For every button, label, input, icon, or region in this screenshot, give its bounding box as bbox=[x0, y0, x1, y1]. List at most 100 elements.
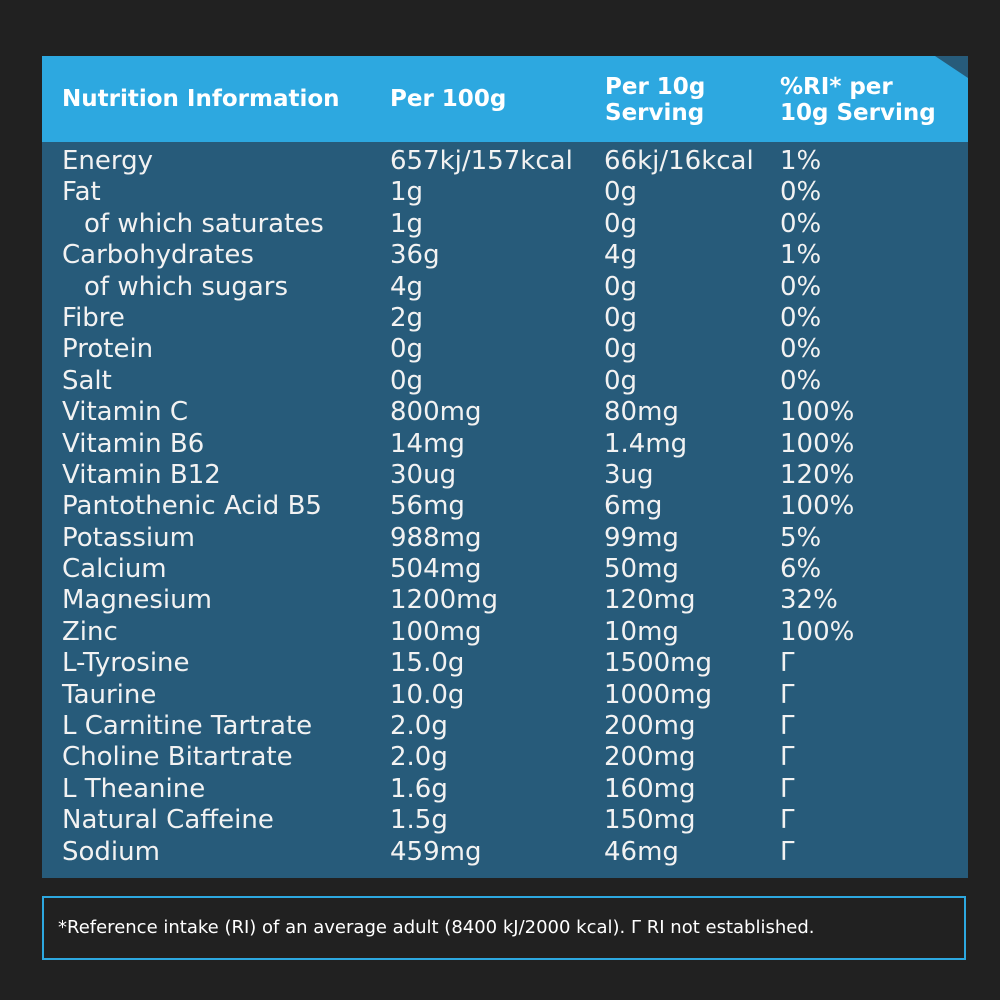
ri-value: 120% bbox=[780, 459, 855, 490]
per-100g-value: 10.0g bbox=[390, 679, 465, 710]
table-row: L Carnitine Tartrate 2.0g 200mg Γ bbox=[0, 711, 1000, 742]
per-100g-value: 459mg bbox=[390, 836, 482, 867]
per-serving-value: 4g bbox=[604, 240, 638, 271]
nutrient-name: Calcium bbox=[62, 554, 167, 585]
ri-value: 100% bbox=[780, 428, 855, 459]
table-row: Taurine 10.0g 1000mg Γ bbox=[0, 680, 1000, 711]
per-100g-value: 100mg bbox=[390, 616, 482, 647]
per-100g-value: 4g bbox=[390, 271, 424, 302]
ri-value: Γ bbox=[780, 648, 795, 679]
ri-value: 100% bbox=[780, 616, 855, 647]
ri-value: Γ bbox=[780, 805, 795, 836]
per-serving-value: 10mg bbox=[604, 616, 679, 647]
per-serving-value: 46mg bbox=[604, 836, 679, 867]
nutrient-name: of which saturates bbox=[84, 208, 324, 239]
table-row: Fibre 2g 0g 0% bbox=[0, 303, 1000, 334]
ri-value: 5% bbox=[780, 522, 822, 553]
per-serving-value: 150mg bbox=[604, 805, 696, 836]
ri-value: Γ bbox=[780, 773, 795, 804]
nutrient-name: Taurine bbox=[62, 679, 157, 710]
table-row: Natural Caffeine 1.5g 150mg Γ bbox=[0, 805, 1000, 836]
ri-value: Γ bbox=[780, 742, 795, 773]
per-100g-value: 14mg bbox=[390, 428, 465, 459]
per-serving-value: 3ug bbox=[604, 459, 654, 490]
per-100g-value: 2.0g bbox=[390, 742, 448, 773]
per-serving-value: 1000mg bbox=[604, 679, 712, 710]
per-serving-value: 120mg bbox=[604, 585, 696, 616]
per-100g-value: 1g bbox=[390, 208, 424, 239]
table-row: Pantothenic Acid B5 56mg 6mg 100% bbox=[0, 491, 1000, 522]
ri-value: Γ bbox=[780, 836, 795, 867]
per-serving-value: 200mg bbox=[604, 711, 696, 742]
nutrient-name: L Carnitine Tartrate bbox=[62, 711, 313, 742]
per-serving-value: 200mg bbox=[604, 742, 696, 773]
per-serving-value: 0g bbox=[604, 334, 638, 365]
ri-value: Γ bbox=[780, 679, 795, 710]
nutrient-name: Fibre bbox=[62, 302, 125, 333]
nutrient-name: of which sugars bbox=[84, 271, 289, 302]
nutrient-name: L-Tyrosine bbox=[62, 648, 190, 679]
table-row: of which saturates 1g 0g 0% bbox=[0, 209, 1000, 240]
nutrient-name: Salt bbox=[62, 365, 112, 396]
ri-value: 0% bbox=[780, 271, 822, 302]
per-serving-value: 80mg bbox=[604, 397, 679, 428]
per-100g-value: 56mg bbox=[390, 491, 465, 522]
nutrient-name: Carbohydrates bbox=[62, 240, 254, 271]
nutrition-rows: Energy 657kj/157kcal 66kj/16kcal 1% Fat 1g 0g 0… bbox=[0, 146, 1000, 868]
nutrient-name: Vitamin B6 bbox=[62, 428, 205, 459]
per-100g-value: 800mg bbox=[390, 397, 482, 428]
nutrient-name: Pantothenic Acid B5 bbox=[62, 491, 322, 522]
per-100g-value: 2.0g bbox=[390, 711, 448, 742]
ri-value: 1% bbox=[780, 240, 822, 271]
table-row: of which sugars 4g 0g 0% bbox=[0, 272, 1000, 303]
table-row: Magnesium 1200mg 120mg 32% bbox=[0, 585, 1000, 616]
ri-value: 32% bbox=[780, 585, 838, 616]
ri-value: 0% bbox=[780, 177, 822, 208]
nutrient-name: Protein bbox=[62, 334, 154, 365]
per-serving-value: 99mg bbox=[604, 522, 679, 553]
table-row: Choline Bitartrate 2.0g 200mg Γ bbox=[0, 742, 1000, 773]
table-row: Vitamin B6 14mg 1.4mg 100% bbox=[0, 429, 1000, 460]
table-row: Calcium 504mg 50mg 6% bbox=[0, 554, 1000, 585]
per-serving-value: 0g bbox=[604, 208, 638, 239]
per-100g-value: 504mg bbox=[390, 554, 482, 585]
header-per-100g: Per 100g bbox=[390, 86, 507, 112]
table-row: Potassium 988mg 99mg 5% bbox=[0, 523, 1000, 554]
table-row: L-Tyrosine 15.0g 1500mg Γ bbox=[0, 648, 1000, 679]
nutrition-table-panel bbox=[42, 56, 968, 878]
table-row: Carbohydrates 36g 4g 1% bbox=[0, 240, 1000, 271]
table-row: Protein 0g 0g 0% bbox=[0, 334, 1000, 365]
nutrient-name: Zinc bbox=[62, 616, 118, 647]
per-100g-value: 1200mg bbox=[390, 585, 498, 616]
table-row: L Theanine 1.6g 160mg Γ bbox=[0, 774, 1000, 805]
nutrient-name: Vitamin C bbox=[62, 397, 189, 428]
table-row: Salt 0g 0g 0% bbox=[0, 366, 1000, 397]
nutrient-name: Energy bbox=[62, 146, 154, 176]
per-serving-value: 0g bbox=[604, 271, 638, 302]
ri-value: Γ bbox=[780, 711, 795, 742]
nutrient-name: L Theanine bbox=[62, 773, 206, 804]
per-100g-value: 15.0g bbox=[390, 648, 465, 679]
table-row: Fat 1g 0g 0% bbox=[0, 177, 1000, 208]
ri-value: 0% bbox=[780, 365, 822, 396]
header-ri-per-serving: %RI* per 10g Serving bbox=[780, 74, 936, 126]
per-100g-value: 36g bbox=[390, 240, 440, 271]
per-100g-value: 0g bbox=[390, 365, 424, 396]
per-serving-value: 50mg bbox=[604, 554, 679, 585]
nutrient-name: Vitamin B12 bbox=[62, 459, 221, 490]
per-serving-value: 1.4mg bbox=[604, 428, 688, 459]
nutrient-name: Fat bbox=[62, 177, 101, 208]
per-serving-value: 6mg bbox=[604, 491, 663, 522]
nutrient-name: Natural Caffeine bbox=[62, 805, 274, 836]
table-row: Vitamin C 800mg 80mg 100% bbox=[0, 397, 1000, 428]
nutrition-table-header bbox=[42, 56, 968, 142]
nutrient-name: Potassium bbox=[62, 522, 195, 553]
per-serving-value: 0g bbox=[604, 302, 638, 333]
footnote-box bbox=[42, 896, 966, 960]
ri-value: 0% bbox=[780, 334, 822, 365]
per-100g-value: 988mg bbox=[390, 522, 482, 553]
per-100g-value: 30ug bbox=[390, 459, 457, 490]
per-serving-value: 0g bbox=[604, 365, 638, 396]
per-100g-value: 0g bbox=[390, 334, 424, 365]
per-serving-value: 1500mg bbox=[604, 648, 712, 679]
